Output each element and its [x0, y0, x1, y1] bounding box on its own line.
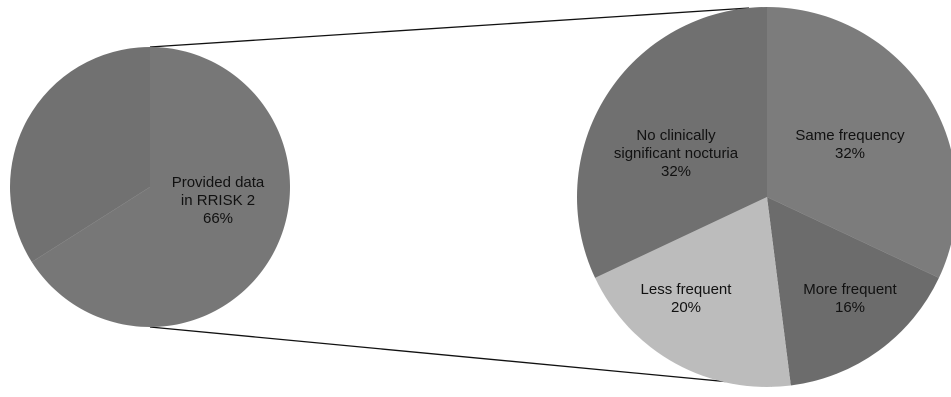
slice-label-line: 66% [203, 210, 233, 227]
slice-label-same-frequency: Same frequency 32% [795, 127, 905, 162]
slice-label-line: More frequent [803, 281, 897, 298]
pie-slice-provided-data-in-rrisk-2 [31, 47, 290, 327]
slice-label-line: Less frequent [641, 281, 733, 298]
slice-label-line: 20% [671, 299, 701, 316]
slice-label-line: No clinically [636, 127, 716, 144]
slice-label-line: in RRISK 2 [181, 192, 255, 209]
pie-slice-less-frequent [595, 197, 791, 387]
secondary-pie: Same frequency 32%More frequent 16%Less fr… [576, 6, 951, 387]
pie-slice-same-frequency [767, 7, 951, 278]
slice-label-line: Same frequency [795, 127, 905, 144]
slice-label-line: 32% [661, 163, 691, 180]
slice-label-line: 32% [835, 145, 865, 162]
slice-label-provided-data-in-rrisk-2: Provided data in RRISK 2 66% [172, 174, 265, 227]
slice-label-line: 16% [835, 299, 865, 316]
slice-label-line: significant nocturia [614, 145, 739, 162]
primary-pie: Provided data in RRISK 2 66% [9, 46, 290, 327]
slice-label-less-frequent: Less frequent 20% [641, 281, 733, 316]
slice-label-line: Provided data [172, 174, 265, 191]
connector-lines [149, 7, 773, 387]
connector-line-bottom [149, 326, 773, 387]
pie-slice-no-clinically-significant-nocturia [576, 6, 767, 278]
pie-slice-more-frequent [767, 197, 939, 386]
slice-label-more-frequent: More frequent 16% [803, 281, 897, 316]
connector-line-top [149, 7, 750, 48]
slice-label-no-clinically-significant-nocturia: No clinically significant nocturia 32% [614, 127, 739, 180]
pie-slice-unlabeled [9, 46, 150, 263]
